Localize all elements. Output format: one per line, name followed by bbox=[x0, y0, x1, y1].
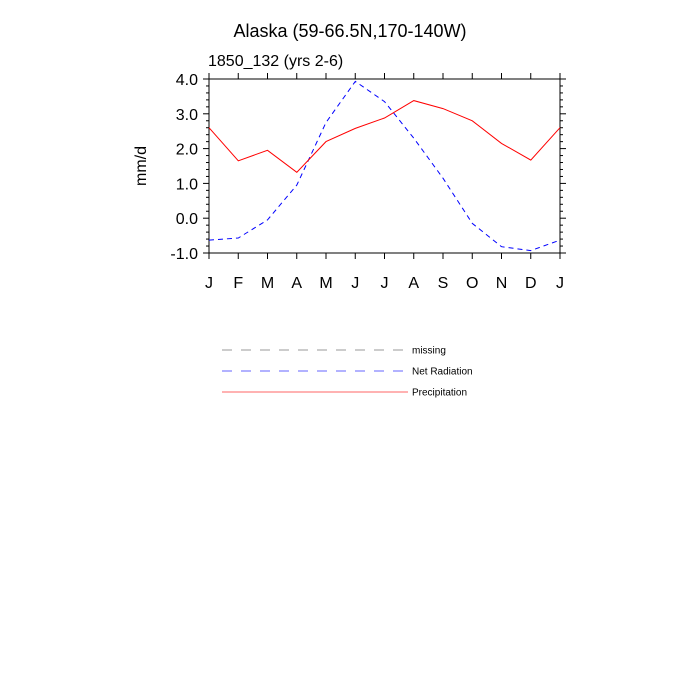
x-tick-label: A bbox=[408, 275, 419, 292]
x-tick-label: O bbox=[466, 275, 478, 292]
y-tick-label: 1.0 bbox=[176, 176, 198, 193]
x-tick-label: J bbox=[351, 275, 359, 292]
plot-frame bbox=[208, 78, 561, 254]
legend-label: Net Radiation bbox=[412, 367, 473, 378]
y-tick-label: 3.0 bbox=[176, 107, 198, 124]
x-tick-label: M bbox=[319, 275, 332, 292]
legend-label: Precipitation bbox=[412, 388, 467, 399]
series-lines bbox=[208, 80, 561, 252]
chart-title: Alaska (59-66.5N,170-140W) bbox=[233, 21, 466, 41]
y-tick-label: 2.0 bbox=[176, 142, 198, 159]
x-tick-label: J bbox=[556, 275, 564, 292]
series-line-net-radiation bbox=[208, 80, 561, 252]
x-tick-label: J bbox=[205, 275, 213, 292]
legend: missing Net Radiation Precipitation bbox=[222, 346, 473, 399]
x-tick-label: J bbox=[381, 275, 389, 292]
x-tick-label: F bbox=[233, 275, 243, 292]
legend-label: missing bbox=[412, 346, 446, 357]
x-tick-label: M bbox=[261, 275, 274, 292]
y-tick-label: -1.0 bbox=[170, 246, 198, 263]
y-axis-label: mm/d bbox=[133, 146, 150, 186]
axis-ticks: -1.00.01.02.03.04.0J F M A M J J A S O N D J bbox=[170, 72, 566, 292]
x-tick-label: S bbox=[438, 275, 449, 292]
x-tick-label: D bbox=[525, 275, 537, 292]
x-tick-label: N bbox=[496, 275, 508, 292]
chart-subtitle: 1850_132 (yrs 2-6) bbox=[208, 53, 343, 70]
y-tick-label: 4.0 bbox=[176, 72, 198, 89]
series-line-precipitation bbox=[208, 100, 561, 173]
y-tick-label: 0.0 bbox=[176, 211, 198, 228]
x-tick-label: A bbox=[291, 275, 302, 292]
